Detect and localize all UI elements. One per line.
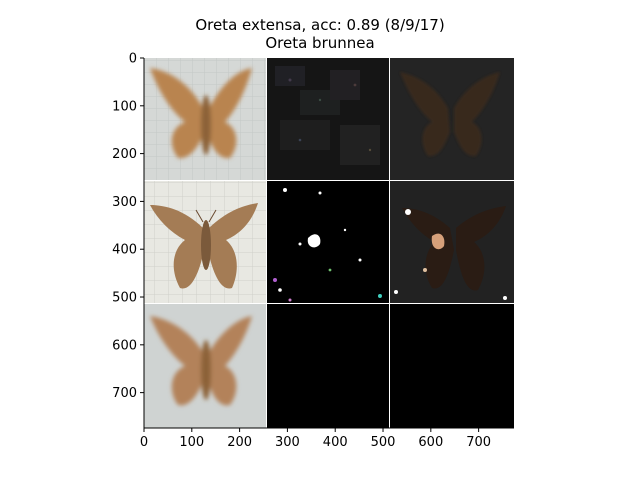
panel-r2-c0: [144, 304, 266, 428]
x-tick-label: 300: [275, 435, 300, 450]
x-tick-label: 100: [179, 435, 204, 450]
moth-image: [150, 203, 258, 289]
y-axis: 0 100 200 300 400 500 600 700: [112, 52, 144, 401]
x-tick-label: 700: [466, 435, 491, 450]
panel-r2-c2: [390, 304, 514, 428]
panel-r1-c1: [267, 181, 389, 303]
panel-r1-c2: [390, 181, 514, 303]
masked-moth: [394, 206, 507, 300]
saliency-noise: [275, 66, 380, 165]
panel-r0-c0: [144, 58, 266, 180]
image-grid: [144, 58, 514, 428]
panel-separator: [389, 58, 390, 428]
y-tick-label: 500: [112, 291, 137, 306]
y-tick-label: 0: [129, 52, 137, 67]
x-tick-label: 500: [371, 435, 396, 450]
x-tick-label: 600: [418, 435, 443, 450]
panel-r0-c2: [390, 58, 514, 180]
saliency-spots: [273, 188, 382, 302]
y-tick-label: 600: [112, 338, 137, 353]
panel-separator: [144, 303, 514, 304]
x-tick-label: 400: [323, 435, 348, 450]
x-tick-label: 0: [140, 435, 148, 450]
moth-image: [150, 316, 252, 406]
y-tick-label: 700: [112, 386, 137, 401]
y-tick-label: 400: [112, 243, 137, 258]
moth-image: [150, 68, 252, 159]
masked-moth: [400, 72, 500, 157]
panel-r1-c0: [144, 181, 266, 303]
y-tick-label: 100: [112, 99, 137, 114]
panel-separator: [144, 180, 514, 181]
figure-title-line2: Oreta brunnea: [265, 34, 375, 52]
x-axis: 0 100 200 300 400 500 600 700: [140, 428, 491, 450]
figure-title-line1: Oreta extensa, acc: 0.89 (8/9/17): [195, 16, 445, 34]
panel-r2-c1: [267, 304, 389, 428]
y-tick-label: 200: [112, 147, 137, 162]
x-tick-label: 200: [227, 435, 252, 450]
panel-separator: [266, 58, 267, 428]
panel-r0-c1: [267, 58, 389, 180]
y-tick-label: 300: [112, 195, 137, 210]
